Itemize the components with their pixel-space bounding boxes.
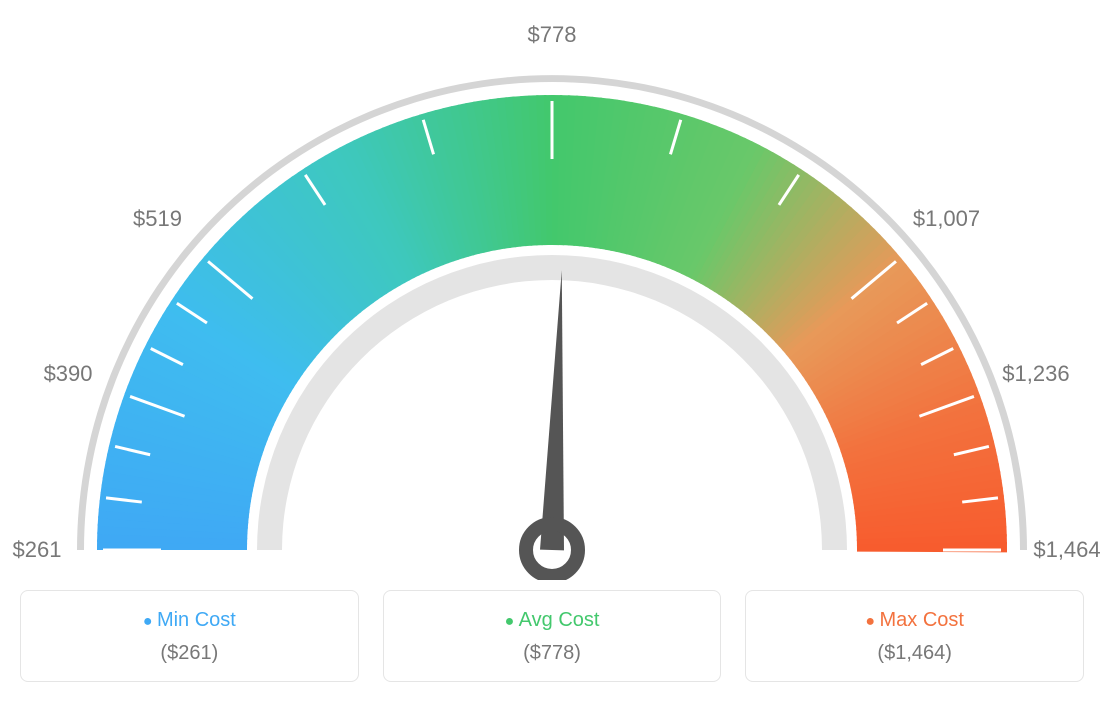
legend-row: Min Cost ($261) Avg Cost ($778) Max Cost…: [20, 590, 1084, 682]
gauge-tick-label: $1,464: [1033, 537, 1100, 563]
legend-max-label: Max Cost: [758, 609, 1071, 632]
legend-card-max: Max Cost ($1,464): [745, 590, 1084, 682]
gauge-tick-label: $261: [13, 537, 62, 563]
gauge-tick-label: $1,236: [1002, 361, 1069, 387]
legend-min-label: Min Cost: [33, 609, 346, 632]
cost-gauge-chart: $261$390$519$778$1,007$1,236$1,464: [20, 20, 1084, 580]
gauge-tick-label: $519: [133, 206, 182, 232]
legend-min-value: ($261): [33, 642, 346, 665]
gauge-tick-label: $390: [44, 361, 93, 387]
legend-card-min: Min Cost ($261): [20, 590, 359, 682]
gauge-tick-label: $1,007: [913, 206, 980, 232]
legend-avg-value: ($778): [396, 642, 709, 665]
legend-card-avg: Avg Cost ($778): [383, 590, 722, 682]
gauge-svg: [20, 20, 1084, 580]
legend-avg-label: Avg Cost: [396, 609, 709, 632]
legend-max-value: ($1,464): [758, 642, 1071, 665]
gauge-tick-label: $778: [528, 22, 577, 48]
